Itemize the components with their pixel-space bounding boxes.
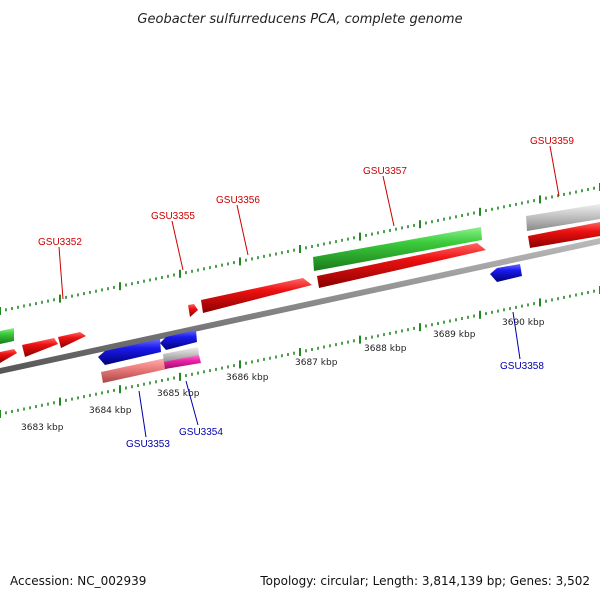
gene-arrow-red-a[interactable] <box>22 338 58 357</box>
gene-label-gsu3354[interactable]: GSU3354 <box>179 427 223 438</box>
leader-gsu3357 <box>382 175 395 227</box>
map-title: Geobacter sulfurreducens PCA, complete g… <box>137 12 462 27</box>
label-leaders <box>58 145 560 438</box>
scale-label-3686: 3686 kbp <box>226 373 269 383</box>
scale-label-3685: 3685 kbp <box>157 389 200 399</box>
leader-gsu3358 <box>512 311 521 360</box>
gene-arrow-blue-a[interactable] <box>98 339 161 365</box>
leader-gsu3356 <box>236 204 249 256</box>
gene-arrow-red-b[interactable] <box>58 332 86 348</box>
gene-arrow-red-c[interactable] <box>188 304 198 317</box>
leader-gsu3359 <box>549 145 560 197</box>
gene-label-gsu3357[interactable]: GSU3357 <box>363 166 407 177</box>
leader-gsu3353 <box>138 390 147 438</box>
gene-label-gsu3359[interactable]: GSU3359 <box>530 136 574 147</box>
scale-label-3688: 3688 kbp <box>364 344 407 354</box>
gene-arrow-gray-right[interactable] <box>526 204 600 231</box>
gene-arrow-pink[interactable] <box>101 358 167 383</box>
leader-gsu3355 <box>171 220 184 271</box>
gene-arrow-blue-b[interactable] <box>160 330 197 350</box>
gene-arrow-green-main[interactable] <box>313 227 482 271</box>
scale-label-3689: 3689 kbp <box>433 330 476 340</box>
tick-row-top <box>0 183 600 315</box>
reverse-strand-genes <box>98 264 522 383</box>
leader-gsu3354 <box>185 380 199 426</box>
gene-labels: GSU3352 GSU3355 GSU3356 GSU3357 GSU3359 … <box>38 136 574 450</box>
genome-summary-text: Topology: circular; Length: 3,814,139 bp… <box>260 574 590 588</box>
gene-arrow-blue-c[interactable] <box>490 264 522 282</box>
gene-label-gsu3353[interactable]: GSU3353 <box>126 439 170 450</box>
gene-arrow-red-left[interactable] <box>0 349 17 363</box>
gene-label-gsu3355[interactable]: GSU3355 <box>151 211 195 222</box>
gene-label-gsu3352[interactable]: GSU3352 <box>38 237 82 248</box>
gene-arrow-gray-small[interactable] <box>163 347 199 363</box>
forward-strand-genes <box>0 204 600 363</box>
gene-label-gsu3358[interactable]: GSU3358 <box>500 361 544 372</box>
genome-backbone <box>0 238 600 374</box>
gene-arrow-magenta[interactable] <box>164 355 201 369</box>
gene-arrow-green-left[interactable] <box>0 328 14 344</box>
gene-label-gsu3356[interactable]: GSU3356 <box>216 195 260 206</box>
scale-label-3687: 3687 kbp <box>295 358 338 368</box>
scale-label-3683: 3683 kbp <box>21 423 64 433</box>
scale-label-3690: 3690 kbp <box>502 318 545 328</box>
tick-row-bottom <box>0 286 600 418</box>
gene-arrow-red-f[interactable] <box>528 222 600 248</box>
gene-arrow-red-e[interactable] <box>317 243 486 288</box>
accession-text: Accession: NC_002939 <box>10 574 147 588</box>
gene-arrow-red-d[interactable] <box>201 278 312 313</box>
leader-gsu3352 <box>58 246 64 300</box>
scale-labels: 3683 kbp 3684 kbp 3685 kbp 3686 kbp 3687… <box>21 318 545 433</box>
scale-label-3684: 3684 kbp <box>89 406 132 416</box>
